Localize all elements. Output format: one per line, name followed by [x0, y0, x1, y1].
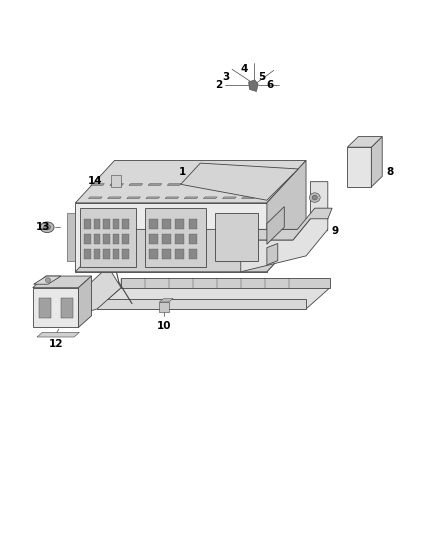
Polygon shape: [167, 184, 181, 185]
Polygon shape: [184, 197, 198, 199]
Polygon shape: [80, 266, 121, 314]
Polygon shape: [159, 302, 169, 312]
Polygon shape: [33, 288, 78, 327]
Polygon shape: [267, 160, 306, 272]
Polygon shape: [162, 219, 171, 229]
Polygon shape: [75, 229, 306, 272]
Polygon shape: [84, 234, 91, 244]
Polygon shape: [159, 298, 173, 302]
Polygon shape: [176, 219, 184, 229]
Polygon shape: [241, 208, 332, 240]
Polygon shape: [33, 276, 92, 288]
Text: 8: 8: [387, 167, 394, 176]
Polygon shape: [113, 249, 119, 259]
Polygon shape: [244, 184, 258, 185]
Polygon shape: [91, 184, 104, 185]
Polygon shape: [122, 249, 129, 259]
Polygon shape: [113, 234, 119, 244]
Polygon shape: [176, 234, 184, 244]
Polygon shape: [78, 276, 92, 327]
Polygon shape: [37, 333, 79, 337]
Text: 9: 9: [331, 226, 339, 236]
Polygon shape: [215, 214, 258, 261]
Ellipse shape: [44, 224, 50, 230]
Polygon shape: [129, 184, 143, 185]
Polygon shape: [94, 249, 100, 259]
Polygon shape: [34, 276, 61, 284]
Text: 14: 14: [88, 176, 103, 186]
Polygon shape: [94, 219, 100, 229]
Polygon shape: [146, 197, 159, 199]
Polygon shape: [145, 208, 206, 266]
Polygon shape: [148, 184, 162, 185]
Polygon shape: [188, 219, 197, 229]
Polygon shape: [75, 160, 306, 203]
Polygon shape: [94, 234, 100, 244]
Polygon shape: [347, 147, 371, 187]
Polygon shape: [267, 244, 278, 265]
Ellipse shape: [40, 222, 54, 232]
Polygon shape: [111, 175, 120, 187]
Polygon shape: [203, 197, 217, 199]
Polygon shape: [249, 80, 258, 92]
Polygon shape: [61, 298, 73, 318]
Polygon shape: [88, 197, 102, 199]
Polygon shape: [371, 136, 382, 187]
Polygon shape: [122, 219, 129, 229]
Polygon shape: [97, 288, 330, 309]
Polygon shape: [108, 197, 121, 199]
Polygon shape: [162, 249, 171, 259]
Polygon shape: [110, 184, 124, 185]
Polygon shape: [122, 234, 129, 244]
Polygon shape: [127, 197, 141, 199]
Polygon shape: [149, 219, 158, 229]
Ellipse shape: [309, 193, 320, 203]
Polygon shape: [84, 219, 91, 229]
Polygon shape: [103, 249, 110, 259]
Polygon shape: [165, 197, 179, 199]
Text: 10: 10: [157, 321, 171, 331]
Text: 12: 12: [49, 339, 63, 349]
Polygon shape: [225, 184, 238, 185]
Polygon shape: [149, 234, 158, 244]
Ellipse shape: [46, 278, 50, 282]
Polygon shape: [113, 219, 119, 229]
Polygon shape: [97, 300, 306, 309]
Polygon shape: [84, 249, 91, 259]
Polygon shape: [121, 278, 330, 288]
Text: 4: 4: [240, 64, 247, 74]
Polygon shape: [242, 197, 255, 199]
Polygon shape: [188, 234, 197, 244]
Polygon shape: [39, 298, 51, 318]
Polygon shape: [267, 207, 284, 244]
Polygon shape: [223, 197, 236, 199]
Polygon shape: [176, 249, 184, 259]
Polygon shape: [181, 163, 298, 200]
Polygon shape: [103, 219, 110, 229]
Polygon shape: [103, 234, 110, 244]
Text: 2: 2: [215, 79, 223, 90]
Text: 5: 5: [258, 71, 265, 82]
Polygon shape: [347, 136, 382, 147]
Text: 13: 13: [35, 222, 50, 232]
Polygon shape: [80, 208, 136, 266]
Ellipse shape: [312, 195, 318, 200]
Polygon shape: [241, 182, 328, 272]
Polygon shape: [186, 184, 200, 185]
Text: 1: 1: [178, 167, 186, 177]
Polygon shape: [205, 184, 219, 185]
Polygon shape: [188, 249, 197, 259]
Text: 6: 6: [266, 79, 273, 90]
Polygon shape: [149, 249, 158, 259]
Polygon shape: [162, 234, 171, 244]
Polygon shape: [67, 214, 75, 261]
Polygon shape: [75, 203, 267, 272]
Text: 3: 3: [223, 71, 230, 82]
